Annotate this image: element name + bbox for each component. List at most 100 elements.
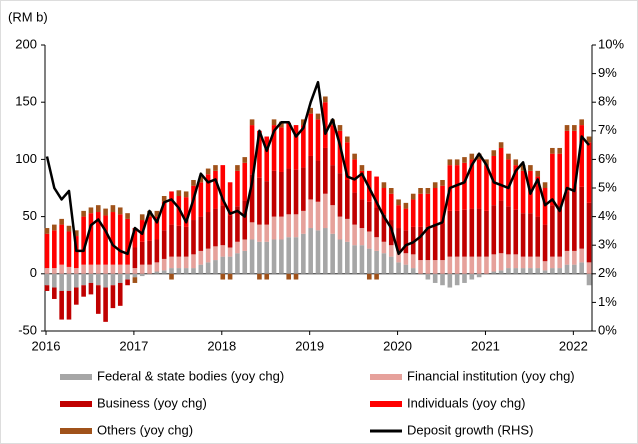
bar bbox=[498, 142, 504, 148]
bar bbox=[66, 273, 72, 291]
bar bbox=[513, 209, 519, 255]
bar bbox=[44, 285, 50, 291]
bar bbox=[235, 253, 240, 274]
bar bbox=[308, 228, 313, 274]
bar bbox=[469, 208, 475, 257]
bar bbox=[132, 277, 138, 283]
y2-tick-label: 0% bbox=[598, 322, 617, 337]
bar bbox=[213, 170, 218, 209]
bar bbox=[550, 153, 555, 206]
bar bbox=[520, 268, 526, 274]
bar bbox=[476, 208, 482, 257]
bar bbox=[110, 285, 116, 309]
bar bbox=[264, 181, 270, 225]
bar bbox=[579, 262, 584, 274]
bar bbox=[550, 268, 555, 274]
bar bbox=[52, 230, 57, 269]
bar bbox=[59, 273, 64, 291]
bar bbox=[139, 214, 145, 221]
bar bbox=[301, 125, 306, 168]
bar bbox=[352, 192, 357, 225]
bar bbox=[513, 159, 519, 166]
bar bbox=[564, 130, 570, 192]
bar bbox=[432, 273, 438, 283]
bar bbox=[359, 228, 365, 246]
bar bbox=[454, 256, 460, 274]
bar bbox=[579, 119, 584, 126]
y2-tick-label: 5% bbox=[598, 179, 617, 194]
bar bbox=[235, 241, 240, 254]
x-tick-label: 2016 bbox=[32, 338, 61, 353]
bar bbox=[359, 170, 365, 200]
bar bbox=[73, 230, 79, 237]
bar bbox=[308, 199, 313, 229]
bar bbox=[242, 200, 248, 240]
bar bbox=[308, 155, 313, 200]
bar bbox=[330, 125, 335, 166]
bar bbox=[447, 273, 453, 288]
bar bbox=[396, 228, 401, 251]
bar bbox=[396, 250, 401, 263]
bar bbox=[498, 253, 504, 271]
bar bbox=[117, 282, 123, 306]
bar bbox=[432, 223, 438, 261]
bar bbox=[169, 256, 174, 269]
bar bbox=[388, 256, 394, 274]
bar bbox=[161, 201, 167, 231]
bar bbox=[381, 253, 387, 274]
bar bbox=[498, 270, 504, 274]
bar bbox=[110, 205, 116, 213]
legend-label: Business (yoy chg) bbox=[97, 395, 207, 410]
bar bbox=[88, 273, 94, 283]
bar bbox=[462, 256, 467, 274]
bar bbox=[330, 233, 335, 274]
bar bbox=[286, 237, 292, 274]
bar bbox=[301, 210, 306, 234]
bar bbox=[169, 273, 174, 280]
bar bbox=[205, 174, 211, 213]
legend-label: Deposit growth (RHS) bbox=[407, 422, 533, 437]
bar bbox=[469, 273, 475, 280]
bar bbox=[117, 214, 123, 265]
y-tick-label: 150 bbox=[15, 94, 37, 109]
bar bbox=[66, 231, 72, 267]
bar bbox=[579, 248, 584, 263]
bar bbox=[293, 125, 299, 170]
bar bbox=[257, 177, 262, 225]
bar bbox=[191, 254, 196, 269]
bar bbox=[249, 239, 255, 274]
bar bbox=[447, 159, 453, 166]
bar bbox=[198, 176, 204, 183]
bar bbox=[73, 273, 79, 288]
bar bbox=[191, 268, 196, 274]
bar bbox=[271, 216, 277, 240]
bar bbox=[337, 216, 343, 240]
bar bbox=[557, 256, 563, 269]
bar bbox=[542, 270, 548, 274]
bar bbox=[264, 136, 270, 182]
bar bbox=[125, 264, 130, 274]
bar bbox=[95, 205, 101, 213]
bar bbox=[337, 173, 343, 217]
bar bbox=[308, 107, 313, 114]
bar bbox=[183, 197, 189, 227]
bar bbox=[213, 246, 218, 261]
bar bbox=[344, 241, 350, 274]
bar bbox=[66, 290, 72, 320]
bar bbox=[418, 188, 423, 194]
bar bbox=[271, 239, 277, 274]
bar bbox=[132, 268, 138, 274]
bar bbox=[432, 188, 438, 224]
bar bbox=[81, 285, 86, 297]
bar bbox=[454, 210, 460, 257]
bar bbox=[528, 268, 533, 274]
x-tick-label: 2022 bbox=[559, 338, 588, 353]
bar bbox=[344, 136, 350, 143]
bar bbox=[374, 273, 379, 280]
bar bbox=[110, 212, 116, 265]
bar bbox=[125, 279, 130, 286]
bar bbox=[249, 222, 255, 240]
bar bbox=[88, 282, 94, 295]
x-tick-label: 2020 bbox=[383, 338, 412, 353]
bar bbox=[161, 230, 167, 259]
